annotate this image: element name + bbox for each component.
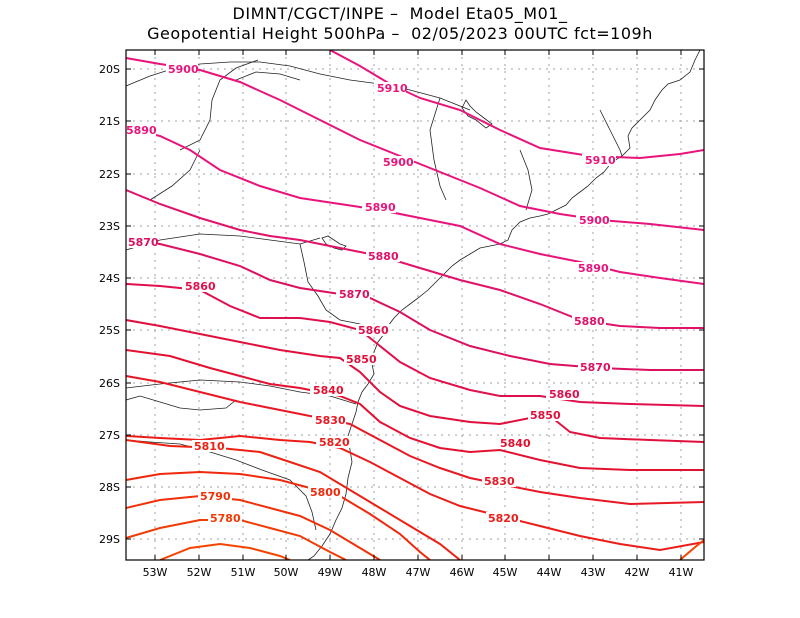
contour-label: 5880 <box>574 315 605 328</box>
lat-tick-label: 23S <box>99 220 120 233</box>
lon-tick-label: 45W <box>493 566 518 579</box>
contour-label: 5900 <box>579 214 610 227</box>
plot-frame <box>125 49 705 561</box>
contour-lines <box>126 50 704 560</box>
state-border-5 <box>299 243 385 335</box>
map-title-line2: Geopotential Height 500hPa – 02/05/2023 … <box>147 24 653 43</box>
state-border-12 <box>126 395 237 411</box>
lon-tick-label: 52W <box>187 566 212 579</box>
state-border-10 <box>519 149 533 211</box>
lat-tick-label: 21S <box>99 115 120 128</box>
lat-tick-label: 25S <box>99 324 120 337</box>
state-border-9 <box>429 97 447 201</box>
lon-tick-label: 46W <box>450 566 475 579</box>
lat-tick-label: 20S <box>99 63 120 76</box>
state-border-2 <box>179 59 259 151</box>
lat-tick-label: 28S <box>99 481 120 494</box>
contour-label: 5850 <box>530 409 561 422</box>
contour-line-5910 <box>329 50 704 160</box>
contour-label: 5880 <box>368 250 399 263</box>
contour-label: 5890 <box>578 262 609 275</box>
contour-line-5850 <box>126 319 704 443</box>
axis-ticks <box>126 50 704 560</box>
contour-label: 5890 <box>365 201 396 214</box>
lon-tick-label: 42W <box>625 566 650 579</box>
lon-tick-label: 48W <box>362 566 387 579</box>
contour-line-5820 <box>126 434 704 552</box>
contour-label: 5890 <box>126 124 157 137</box>
contour-line-5780 <box>126 519 347 560</box>
contour-label: 5870 <box>128 236 159 249</box>
contour-label: 5790 <box>200 490 231 503</box>
lat-tick-label: 27S <box>99 429 120 442</box>
contour-label: 5860 <box>185 280 216 293</box>
contour-label: 5840 <box>313 384 344 397</box>
lon-tick-label: 51W <box>231 566 256 579</box>
contour-label: 5780 <box>210 512 241 525</box>
lon-tick-label: 50W <box>274 566 299 579</box>
contour-label: 5830 <box>315 414 346 427</box>
state-border-3 <box>149 149 201 201</box>
contour-line-5880a <box>126 189 704 329</box>
lon-tick-label: 44W <box>537 566 562 579</box>
contour-line-5770 <box>159 542 291 560</box>
contour-label: 5800 <box>310 486 341 499</box>
contour-label: 5870 <box>580 361 611 374</box>
contour-line-5760 <box>679 539 704 560</box>
contour-label: 5840 <box>500 437 531 450</box>
contour-line-5790 <box>126 494 381 560</box>
state-border-8 <box>235 71 301 81</box>
contour-label: 5820 <box>488 512 519 525</box>
lat-tick-label: 24S <box>99 272 120 285</box>
contour-line-5840 <box>126 349 704 471</box>
contour-line-5890a <box>126 127 704 285</box>
contour-line-5800 <box>126 470 431 560</box>
map-boundaries <box>126 50 701 560</box>
contour-label: 5810 <box>194 440 225 453</box>
lon-tick-label: 53W <box>143 566 168 579</box>
contour-label: 5830 <box>484 475 515 488</box>
grid-lines <box>126 50 704 560</box>
contour-line-5830 <box>126 375 704 506</box>
contour-label: 5900 <box>168 63 199 76</box>
contour-label: 5910 <box>377 82 408 95</box>
contour-label: 5910 <box>585 154 616 167</box>
state-border-7 <box>126 439 317 531</box>
contour-line-5860a <box>126 283 704 407</box>
lon-tick-label: 49W <box>318 566 343 579</box>
contour-label: 5850 <box>346 353 377 366</box>
lon-tick-label: 47W <box>406 566 431 579</box>
coastline <box>307 50 701 560</box>
lat-tick-label: 29S <box>99 533 120 546</box>
longitude-labels: 53W 52W 51W 50W 49W 48W 47W 46W 45W 44W 43W 42W 41W <box>143 566 694 579</box>
contour-label: 5820 <box>319 436 350 449</box>
lon-tick-label: 41W <box>669 566 694 579</box>
contour-label: 5870 <box>339 288 370 301</box>
lat-tick-label: 26S <box>99 377 120 390</box>
contour-label: 5900 <box>383 156 414 169</box>
coastline-detail <box>461 99 493 129</box>
contour-label: 5860 <box>549 388 580 401</box>
lat-tick-label: 22S <box>99 168 120 181</box>
contour-labels: 5900 5910 5890 5900 5910 5890 5900 5870 … <box>126 63 616 525</box>
contour-line-5870a <box>126 239 704 371</box>
map-title-line1: DIMNT/CGCT/INPE – Model Eta05_M01_ <box>232 4 568 23</box>
contour-label: 5860 <box>358 324 389 337</box>
lon-tick-label: 43W <box>581 566 606 579</box>
latitude-labels: 20S 21S 22S 23S 24S 25S 26S 27S 28S 29S <box>99 63 120 546</box>
state-border-11 <box>599 109 623 157</box>
